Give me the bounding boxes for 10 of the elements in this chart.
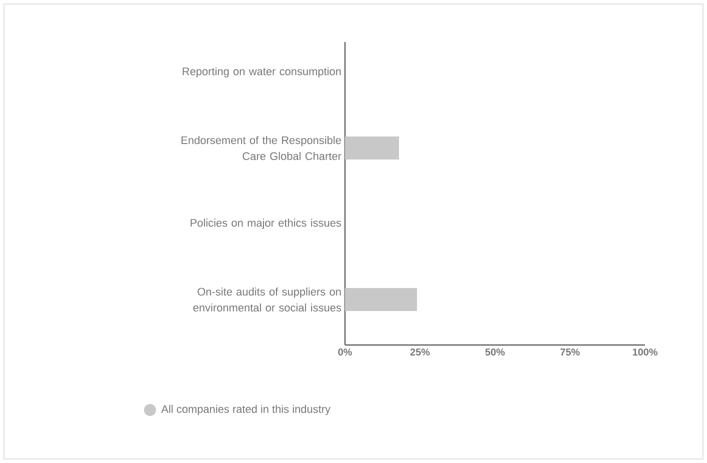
x-tick-label: 25% [410, 348, 430, 356]
y-tick-label: Policies on major ethics issues [190, 218, 342, 229]
y-tick-label: On-site audits of suppliers on environmental or social issues [193, 288, 342, 312]
legend-label: All companies rated in this industry [161, 404, 330, 416]
x-tick-label: 50% [485, 348, 505, 356]
y-tick-label: Endorsement of the Responsible Care Global Charter [182, 136, 342, 160]
x-tick-label: 0% [338, 348, 352, 356]
x-tick-label: 100% [632, 348, 658, 356]
y-tick-label: Reporting on water consumption [182, 67, 341, 78]
x-tick-label: 75% [560, 348, 580, 356]
